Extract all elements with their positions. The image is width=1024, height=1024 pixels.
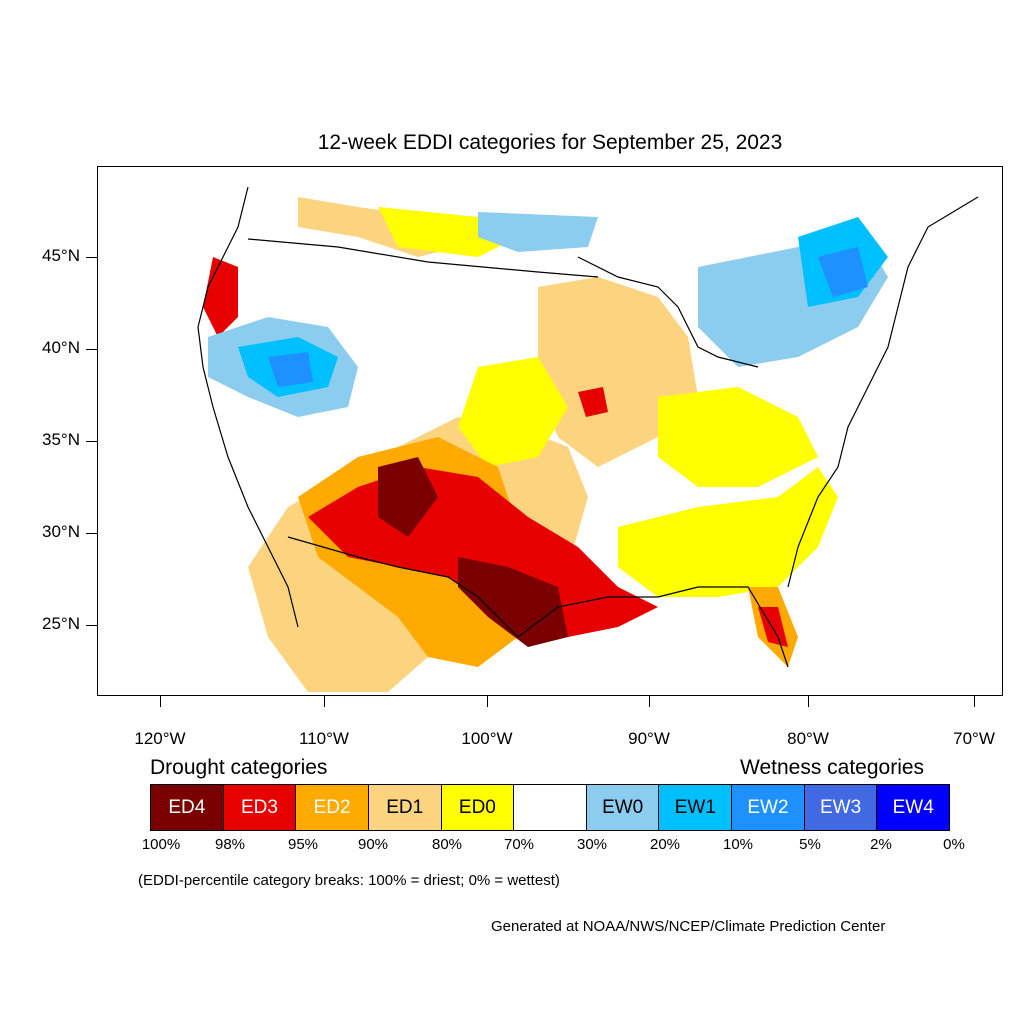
map-title: 12-week EDDI categories for September 25…	[317, 131, 783, 154]
legend-swatch-neutral	[514, 785, 587, 830]
ed3-region-pacific-northwest	[203, 257, 238, 337]
legend-break-98: 98%	[214, 836, 246, 853]
map-frame	[97, 166, 1003, 696]
ew0-region-lake-superior	[478, 212, 598, 252]
canada-border	[247, 238, 599, 278]
lon-tick-120	[160, 696, 161, 707]
legend-break-10: 10%	[722, 836, 754, 853]
lat-tick-40	[86, 349, 97, 350]
legend-break-100: 100%	[141, 836, 181, 853]
lon-label-110: 110°W	[299, 729, 349, 748]
legend-swatch-ew2: EW2	[732, 785, 805, 830]
lat-tick-30	[86, 533, 97, 534]
drought-categories-heading: Drought categories	[150, 756, 328, 779]
ed0-region-plains	[458, 357, 568, 467]
lon-tick-90	[649, 696, 650, 707]
lon-label-80: 80°W	[787, 729, 829, 748]
legend-break-30: 30%	[576, 836, 608, 853]
ed4-region-new-mexico	[378, 457, 438, 537]
ew2-region-great-basin	[268, 352, 313, 387]
lon-tick-100	[487, 696, 488, 707]
ew2-region-northeast	[818, 247, 868, 297]
lat-label-30: 30°N	[42, 522, 80, 541]
category-fill-layer	[203, 197, 888, 692]
wetness-categories-heading: Wetness categories	[740, 756, 925, 779]
legend-swatch-ed3: ED3	[223, 785, 297, 830]
legend-break-0: 0%	[943, 836, 965, 853]
legend-color-bar: ED4 ED3 ED2 ED1 ED0 EW0 EW1 EW2 EW3 EW4	[150, 784, 950, 831]
legend-break-95: 95%	[287, 836, 319, 853]
legend-break-90: 90%	[357, 836, 389, 853]
legend-swatch-ew4: EW4	[877, 785, 950, 830]
lat-label-35: 35°N	[42, 430, 80, 449]
lat-label-45: 45°N	[42, 246, 80, 265]
legend-break-2: 2%	[870, 836, 892, 853]
lon-label-90: 90°W	[628, 729, 670, 748]
lon-tick-110	[324, 696, 325, 707]
ed0-region-southeast	[618, 467, 838, 597]
lat-label-25: 25°N	[42, 614, 80, 633]
legend-swatch-ed1: ED1	[368, 785, 442, 830]
ed3-region-iowa	[578, 387, 608, 417]
lon-label-100: 100°W	[461, 729, 513, 748]
legend-break-70: 70%	[503, 836, 535, 853]
lon-label-120: 120°W	[134, 729, 186, 748]
coastline-gulf	[517, 586, 789, 668]
legend-swatch-ed4: ED4	[151, 785, 224, 830]
lon-tick-80	[808, 696, 809, 707]
legend-break-20: 20%	[649, 836, 681, 853]
legend-break-80: 80%	[431, 836, 463, 853]
lat-tick-45	[86, 257, 97, 258]
legend-swatch-ed2: ED2	[296, 785, 369, 830]
mexico-border	[287, 536, 519, 638]
eddi-map	[197, 186, 979, 692]
ed0-region-ohio-valley	[658, 387, 818, 487]
lat-tick-25	[86, 625, 97, 626]
lat-tick-35	[86, 441, 97, 442]
legend-note: (EDDI-percentile category breaks: 100% =…	[138, 872, 560, 889]
coastline-west	[197, 186, 299, 628]
legend-swatch-ew3: EW3	[804, 785, 878, 830]
ed4-region-texas	[458, 557, 568, 647]
lon-label-70: 70°W	[953, 729, 995, 748]
legend-swatch-ew0: EW0	[586, 785, 660, 830]
coastline-east	[787, 196, 979, 588]
credit-line: Generated at NOAA/NWS/NCEP/Climate Predi…	[491, 918, 886, 935]
legend-swatch-ew1: EW1	[659, 785, 733, 830]
great-lakes-outline	[577, 256, 759, 368]
legend-break-5: 5%	[799, 836, 821, 853]
lon-tick-70	[974, 696, 975, 707]
boundary-lines	[197, 186, 979, 668]
legend-swatch-ed0: ED0	[441, 785, 515, 830]
lat-label-40: 40°N	[42, 338, 80, 357]
